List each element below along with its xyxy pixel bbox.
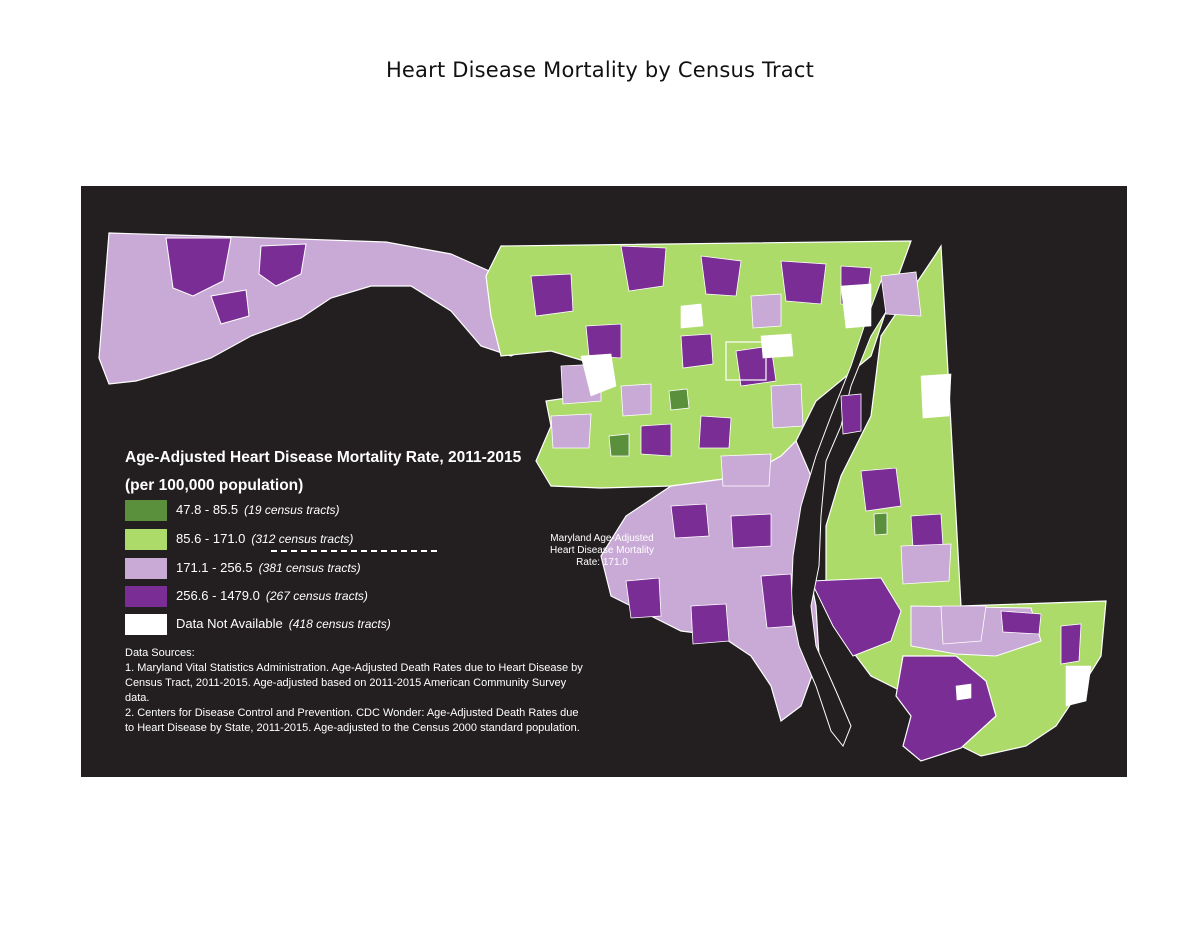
legend-count: (19 census tracts) [244, 503, 340, 517]
western-region [98, 232, 552, 385]
tract-patches-dark-green [608, 388, 888, 536]
page-title: Heart Disease Mortality by Census Tract [385, 58, 815, 82]
southern-region [600, 439, 820, 723]
legend-range: Data Not Available [176, 616, 283, 631]
tract-patches-light-purple [550, 271, 987, 645]
legend-title-line2: (per 100,000 population) [125, 477, 304, 494]
western-purple-tract-3 [210, 289, 250, 325]
legend-swatch [125, 614, 167, 635]
legend-range: 256.6 - 1479.0 [176, 588, 260, 603]
data-sources: Data Sources: 1. Maryland Vital Statisti… [125, 646, 585, 736]
legend-swatch [125, 529, 167, 550]
western-purple-tract-1 [165, 237, 232, 297]
legend-count: (267 census tracts) [265, 589, 368, 603]
lower-shore-purple [895, 655, 997, 762]
tract-patches-no-data [580, 283, 1092, 707]
legend-swatch [125, 558, 167, 579]
legend-range: 85.6 - 171.0 [176, 531, 246, 546]
state-rate-dashed-line [271, 550, 437, 552]
legend-range: 171.1 - 256.5 [176, 560, 253, 575]
mid-shore-purple [810, 577, 902, 657]
state-rate-label: Maryland Age-Adjusted Heart Disease Mort… [550, 533, 654, 568]
legend-title: Age-Adjusted Heart Disease Mortality Rat… [125, 444, 521, 500]
western-purple-tract-2 [258, 243, 307, 287]
sources-heading: Data Sources: [125, 647, 195, 659]
legend-swatch [125, 586, 167, 607]
legend-count: (312 census tracts) [251, 532, 354, 546]
source-item-1: 1. Maryland Vital Statistics Administrat… [125, 662, 583, 704]
legend-count: (381 census tracts) [258, 561, 361, 575]
source-item-2: 2. Centers for Disease Control and Preve… [125, 707, 580, 734]
maryland-choropleth-map [98, 232, 1107, 762]
legend-range: 47.8 - 85.5 [176, 502, 239, 517]
legend-count: (418 census tracts) [288, 617, 391, 631]
map-panel: Age-Adjusted Heart Disease Mortality Rat… [81, 186, 1127, 777]
legend-title-line1: Age-Adjusted Heart Disease Mortality Rat… [125, 449, 522, 466]
baltimore-city-outline [725, 341, 767, 381]
legend-swatch [125, 500, 167, 521]
